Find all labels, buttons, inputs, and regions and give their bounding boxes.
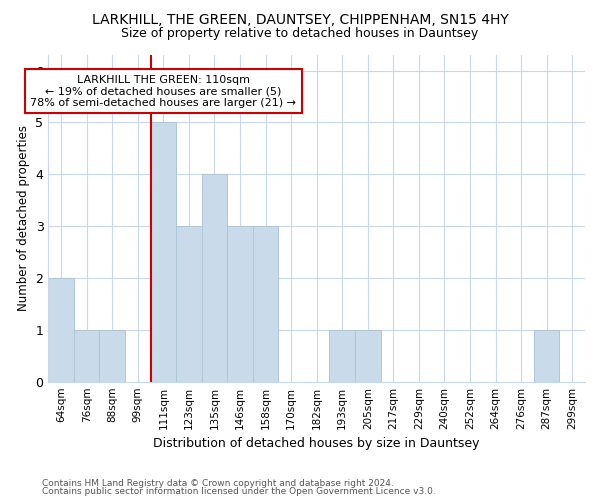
Bar (100, 330, 125, 382)
Bar (355, 330, 380, 382)
Bar (74, 330, 100, 382)
X-axis label: Distribution of detached houses by size in Dauntsey: Distribution of detached houses by size … (154, 437, 480, 450)
Bar (329, 330, 355, 382)
Text: LARKHILL THE GREEN: 110sqm
← 19% of detached houses are smaller (5)
78% of semi-: LARKHILL THE GREEN: 110sqm ← 19% of deta… (31, 74, 296, 108)
Text: Contains HM Land Registry data © Crown copyright and database right 2024.: Contains HM Land Registry data © Crown c… (42, 478, 394, 488)
Bar (176, 226, 202, 382)
Y-axis label: Number of detached properties: Number of detached properties (17, 126, 30, 312)
Text: Contains public sector information licensed under the Open Government Licence v3: Contains public sector information licen… (42, 487, 436, 496)
Bar (534, 330, 559, 382)
Bar (151, 122, 176, 382)
Text: Size of property relative to detached houses in Dauntsey: Size of property relative to detached ho… (121, 28, 479, 40)
Bar (202, 174, 227, 382)
Bar (49, 278, 74, 382)
Text: LARKHILL, THE GREEN, DAUNTSEY, CHIPPENHAM, SN15 4HY: LARKHILL, THE GREEN, DAUNTSEY, CHIPPENHA… (92, 12, 508, 26)
Bar (253, 226, 278, 382)
Bar (227, 226, 253, 382)
